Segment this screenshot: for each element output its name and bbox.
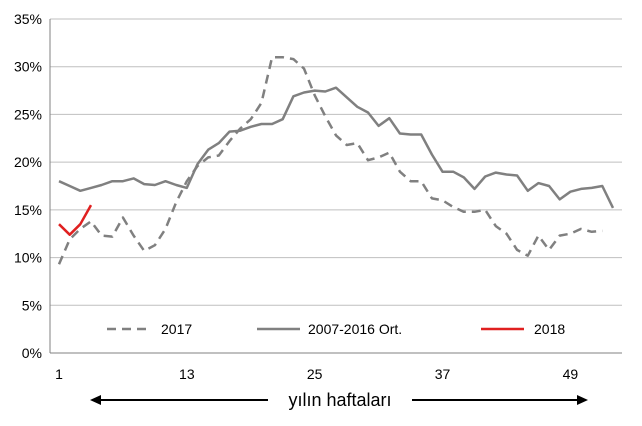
x-axis-title: yılın haftaları	[288, 390, 391, 410]
axes	[49, 19, 622, 354]
arrow-left-icon	[90, 395, 101, 405]
series-line-2017	[57, 55, 603, 265]
y-tick-label: 15%	[14, 202, 42, 218]
legend: 2017 2007-2016 Ort. 2018	[107, 321, 565, 337]
x-tick-label: 1	[55, 366, 63, 382]
x-tick-label: 25	[307, 366, 323, 382]
y-tick-label: 20%	[14, 154, 42, 170]
legend-label: 2018	[534, 321, 565, 337]
x-tick-labels: 1 13 25 37 49	[55, 366, 578, 382]
gridlines	[50, 18, 622, 306]
y-tick-label: 30%	[14, 59, 42, 75]
x-tick-label: 37	[435, 366, 451, 382]
x-axis-title-group: yılın haftaları	[90, 390, 588, 410]
legend-label: 2007-2016 Ort.	[308, 321, 402, 337]
series-lines	[57, 55, 615, 265]
x-tick-label: 13	[179, 366, 195, 382]
series-line-2018	[58, 204, 93, 236]
y-tick-label: 35%	[14, 11, 42, 27]
y-tick-label: 10%	[14, 250, 42, 266]
y-tick-label: 0%	[22, 345, 42, 361]
y-tick-label: 5%	[22, 297, 42, 313]
arrow-right-icon	[577, 395, 588, 405]
legend-label: 2017	[161, 321, 192, 337]
x-tick-label: 49	[563, 366, 579, 382]
y-tick-label: 25%	[14, 106, 42, 122]
series-line-2007-2016-ort-	[58, 86, 615, 209]
y-tick-labels: 0% 5% 10% 15% 20% 25% 30% 35%	[14, 11, 42, 361]
